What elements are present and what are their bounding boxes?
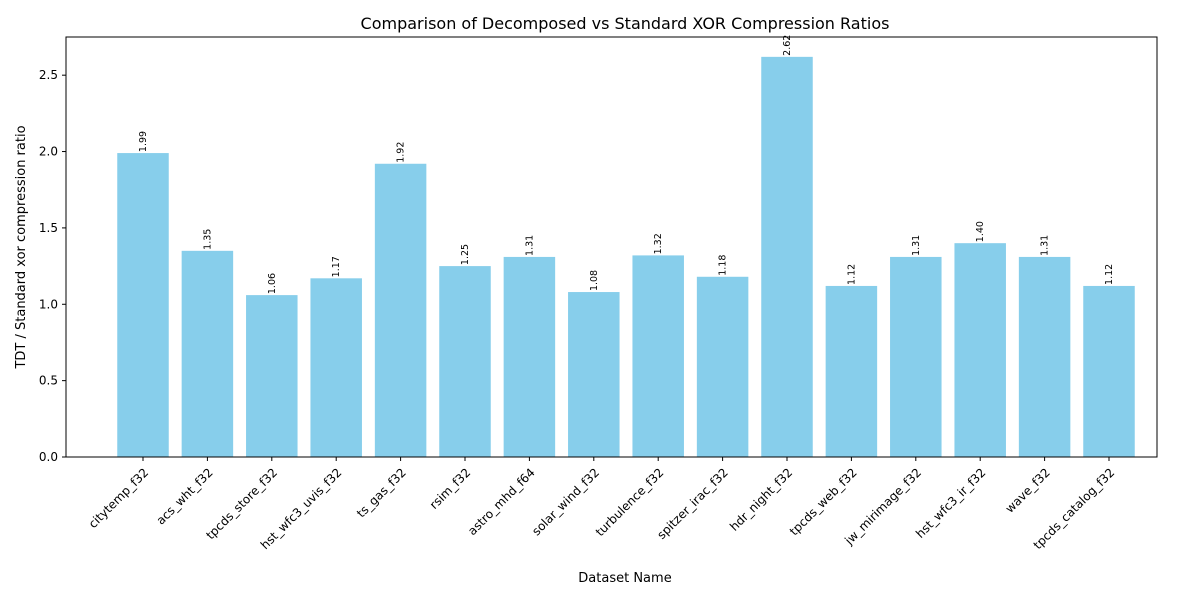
bar-labels-group: 1.99 1.35 1.06 1.17 1.92 1.25 1.31 1.08 1.32 1.18… — [138, 35, 1115, 294]
y-tick-label: 0.0 — [39, 450, 58, 464]
bar-astro_mhd_f64 — [503, 256, 556, 457]
bar-hdr_night_f32 — [761, 56, 813, 457]
bar-value-label: 1.25 — [460, 244, 471, 265]
bar-value-label: 1.31 — [524, 235, 535, 256]
y-tick-label: 2.5 — [39, 68, 58, 82]
bar-citytemp_f32 — [117, 153, 169, 457]
bar-value-label: 1.99 — [138, 131, 149, 152]
bar-value-label: 1.08 — [589, 270, 600, 291]
bar-tpcds_store_f32 — [246, 295, 298, 457]
y-tick-label: 2.0 — [39, 145, 58, 159]
bar-hst_wfc3_ir_f32 — [954, 243, 1006, 457]
bar-value-label: 1.17 — [331, 256, 342, 277]
bar-ts_gas_f32 — [374, 163, 427, 457]
bar-hst_wfc3_uvis_f32 — [310, 278, 362, 457]
bar-jw_mirimage_f32 — [890, 256, 942, 457]
bar-value-label: 1.06 — [267, 273, 278, 294]
bar-value-label: 1.32 — [653, 233, 664, 254]
bar-acs_wht_f32 — [181, 250, 234, 457]
bar-value-label: 2.62 — [782, 35, 793, 56]
bar-spitzer_irac_f32 — [696, 276, 749, 457]
plot-frame — [65, 36, 1158, 458]
bar-value-label: 1.31 — [1040, 235, 1051, 256]
bar-rsim_f32 — [439, 266, 491, 457]
bar-value-label: 1.18 — [718, 255, 729, 276]
bar-tpcds_catalog_f32 — [1083, 285, 1135, 457]
bar-solar_wind_f32 — [568, 292, 620, 457]
bar-value-label: 1.40 — [975, 221, 986, 242]
y-tick-label: 1.0 — [39, 297, 58, 311]
bar-wave_f32 — [1018, 256, 1071, 457]
x-axis-title: Dataset Name — [578, 571, 671, 586]
y-axis: 0.0 0.5 1.0 1.5 2.0 2.5 — [39, 68, 66, 464]
y-tick-label: 0.5 — [39, 374, 58, 388]
y-tick-label: 1.5 — [39, 221, 58, 235]
bars-group — [117, 56, 1135, 457]
y-axis-title: TDT / Standard xor compression ratio — [14, 125, 29, 369]
bar-value-label: 1.31 — [911, 235, 922, 256]
bar-value-label: 1.12 — [846, 264, 857, 285]
bar-turbulence_f32 — [632, 255, 684, 457]
bar-value-label: 1.35 — [202, 229, 213, 250]
bar-value-label: 1.12 — [1104, 264, 1115, 285]
bar-tpcds_web_f32 — [825, 285, 878, 457]
bar-value-label: 1.92 — [396, 142, 407, 163]
chart-title: Comparison of Decomposed vs Standard XOR… — [361, 14, 890, 33]
